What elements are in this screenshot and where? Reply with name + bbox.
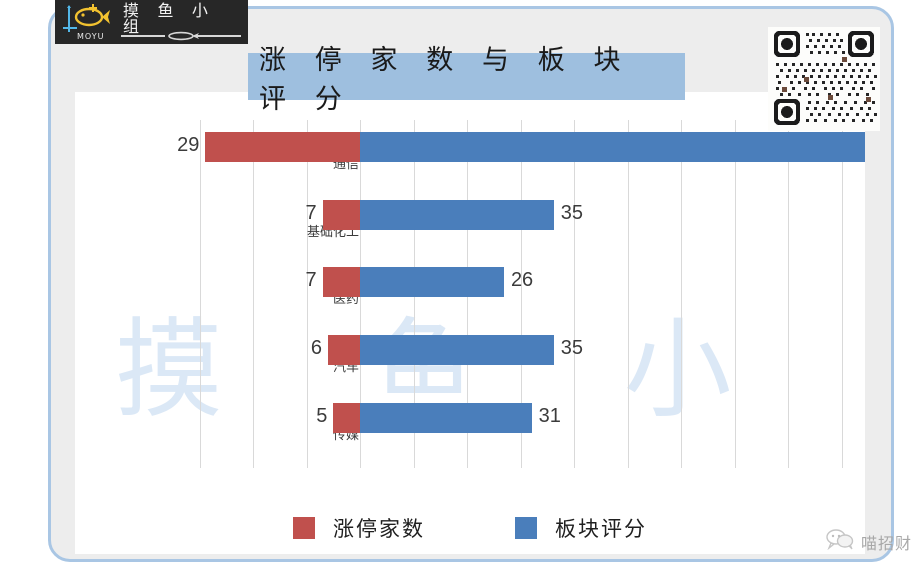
chart-gridline [200,120,201,468]
chart-bar-limit-up-count [205,132,360,162]
chart-bar-limit-up-count [333,403,360,433]
legend-item[interactable]: 板块评分 [515,513,647,543]
chart-bar-row: 传媒 5 31 [75,403,865,473]
chart-value-label-left: 7 [305,202,317,224]
wechat-account-name: 喵招财 [860,533,912,553]
legend-label: 板块评分 [555,518,647,541]
legend-item[interactable]: 涨停家数 [293,513,425,543]
wechat-account-badge: 喵招财 [825,528,912,555]
chart-gridline [307,120,308,468]
chart-gridline [253,120,254,468]
chart-bar-sector-score [360,200,554,230]
brand-bar: MOYU 摸 鱼 小 组 [55,0,248,44]
legend-label: 涨停家数 [333,518,425,541]
chart-panel: 摸 鱼 小 组 通信2997基础化工735医药726汽车635传媒531 [75,92,865,502]
chart-value-label-right: 31 [538,405,561,427]
qr-code-image [768,27,880,131]
legend-swatch-icon [293,517,315,539]
chart-bar-row: 汽车 6 35 [75,335,865,405]
chart-gridline [788,120,789,468]
chart-title: 涨 停 家 数 与 板 块 评 分 [248,45,685,114]
chart-title-text: 涨 停 家 数 与 板 块 评 分 [259,44,632,114]
chart-bar-sector-score [360,335,554,365]
chart-value-label-right: 26 [510,269,534,291]
chart-value-label-right: 35 [560,337,583,359]
chart-gridline [735,120,736,468]
chart-bar-limit-up-count [328,335,360,365]
svg-text:MOYU: MOYU [77,32,105,41]
chart-bar-row: 医药 7 26 [75,267,865,337]
chart-legend: 涨停家数 板块评分 [75,502,865,554]
chart-bar-limit-up-count [322,267,360,297]
chart-bar-row: 通信2997 [75,132,865,202]
chart-value-label-left: 7 [305,269,317,291]
chart-bar-sector-score [360,403,532,433]
chart-bar-limit-up-count [322,200,360,230]
chart-gridline [628,120,629,468]
wechat-bubbles-icon [825,528,855,555]
brand-divider-icon [121,28,241,41]
chart-plot-area: 通信2997基础化工735医药726汽车635传媒531 [75,92,865,502]
chart-gridline [521,120,522,468]
chart-gridline [681,120,682,468]
chart-gridline [842,120,843,468]
legend-swatch-icon [515,517,537,539]
moyu-logo-icon: MOYU [61,2,113,42]
chart-bar-sector-score [360,267,504,297]
chart-value-label-left: 5 [316,405,328,427]
chart-value-label-right: 35 [560,202,583,224]
chart-value-label-left: 6 [310,337,322,359]
chart-bar-sector-score [360,132,865,162]
chart-gridline [574,120,575,468]
brand-name: 摸 鱼 小 组 [123,3,215,36]
chart-value-label-left: 29 [177,134,200,156]
chart-bar-row: 基础化工 7 35 [75,200,865,270]
